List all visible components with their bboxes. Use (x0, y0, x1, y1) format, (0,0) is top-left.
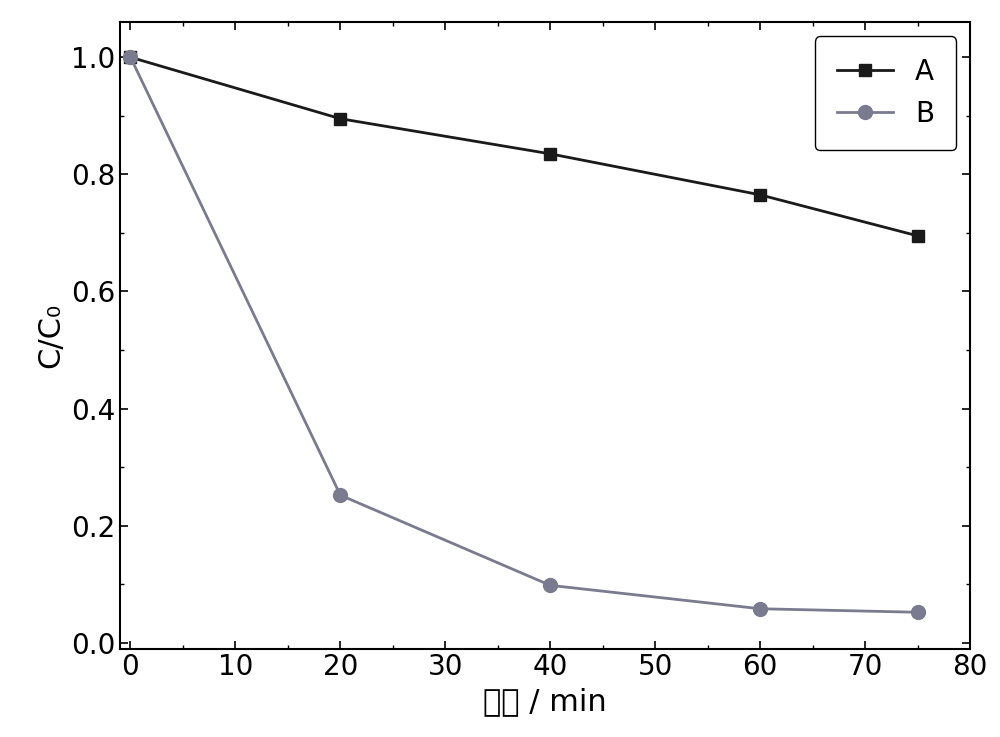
B (334, 491, 346, 500)
Line: B: B (124, 50, 924, 619)
X-axis label: 时间 / min: 时间 / min (483, 687, 607, 716)
A (754, 190, 766, 199)
Legend: A, B: A, B (815, 36, 956, 150)
B (544, 581, 556, 590)
A (124, 53, 136, 62)
A (912, 231, 924, 240)
Line: A: A (124, 51, 924, 242)
B (754, 604, 766, 613)
B (124, 53, 136, 62)
B (912, 608, 924, 617)
Y-axis label: C/C₀: C/C₀ (36, 303, 65, 368)
A (544, 150, 556, 158)
A (334, 114, 346, 123)
